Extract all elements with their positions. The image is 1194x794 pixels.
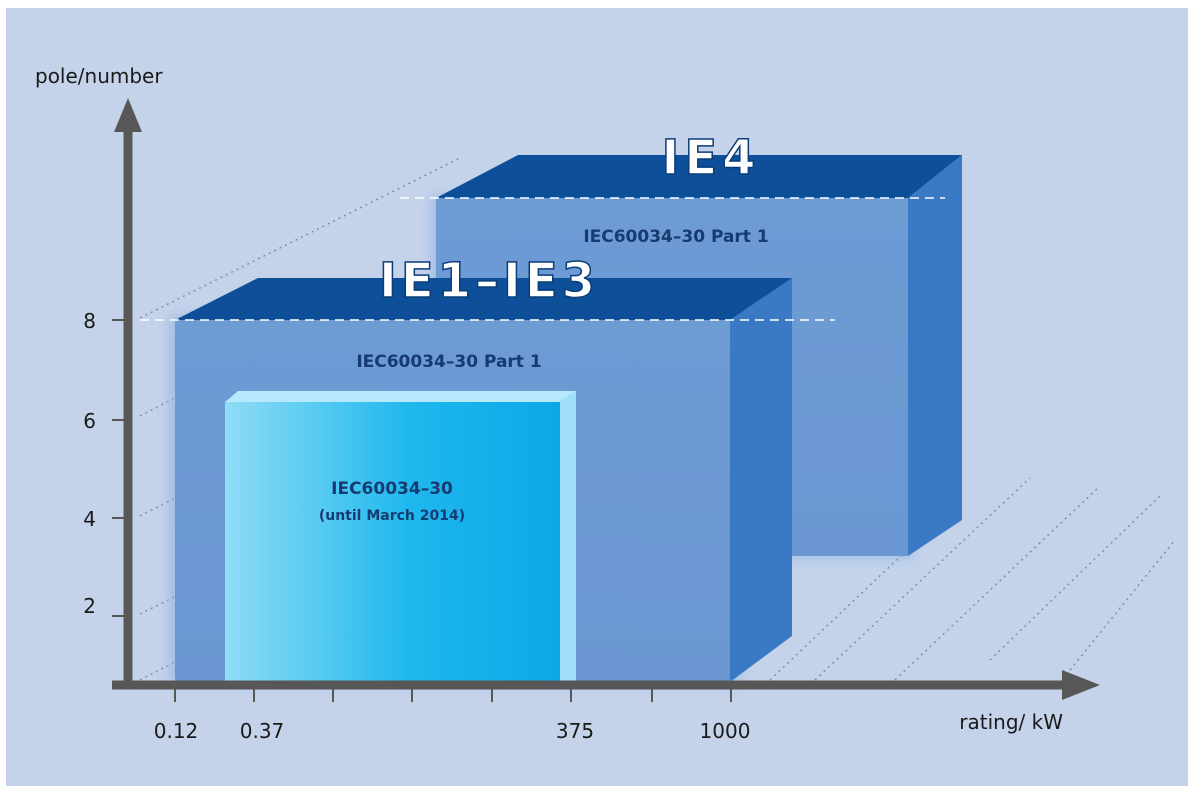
ie4-side-face	[908, 155, 962, 556]
ie1-ie3-subtitle: IEC60034–30 Part 1	[356, 352, 541, 372]
guide-line	[989, 495, 1161, 661]
x-tick-label: 0.12	[154, 719, 199, 743]
x-tick-label: 375	[556, 719, 594, 743]
old-standard-label-2: (until March 2014)	[319, 508, 465, 524]
guide-line	[769, 499, 961, 681]
y-tick-label: 6	[83, 409, 96, 433]
y-axis-arrow-icon	[114, 98, 142, 132]
ie4-subtitle: IEC60034–30 Part 1	[583, 227, 768, 247]
old-standard-front-face	[225, 402, 560, 682]
ie4-title: IE4	[661, 130, 760, 186]
axes: 2 4 6 8 0.12 0.37 375 1000 pole/number r…	[35, 64, 1100, 743]
ie1-ie3-top-face	[175, 278, 792, 320]
x-axis-arrow-icon	[1062, 670, 1100, 700]
ie1-ie3-side-face	[730, 278, 792, 682]
old-standard-top-face	[225, 391, 576, 402]
old-standard-side-face	[560, 391, 576, 682]
x-axis-title: rating/ kW	[959, 710, 1063, 734]
y-tick-label: 4	[83, 507, 96, 531]
x-tick-label: 1000	[700, 719, 751, 743]
ie4-top-face	[436, 155, 962, 198]
x-tick-label: 0.37	[240, 719, 285, 743]
guide-line	[139, 661, 176, 681]
y-tick-label: 8	[83, 309, 96, 333]
ie1-ie3-title: IE1–IE3	[379, 253, 599, 309]
guide-line	[1069, 539, 1176, 671]
guide-line	[894, 485, 1101, 681]
old-standard-label-1: IEC60034–30	[331, 479, 453, 499]
guide-line	[814, 477, 1031, 681]
old-standard-box: IEC60034–30 (until March 2014)	[225, 391, 576, 682]
y-axis-title: pole/number	[35, 64, 163, 88]
depth-guide-lines	[139, 157, 1176, 681]
y-tick-label: 2	[83, 594, 96, 618]
